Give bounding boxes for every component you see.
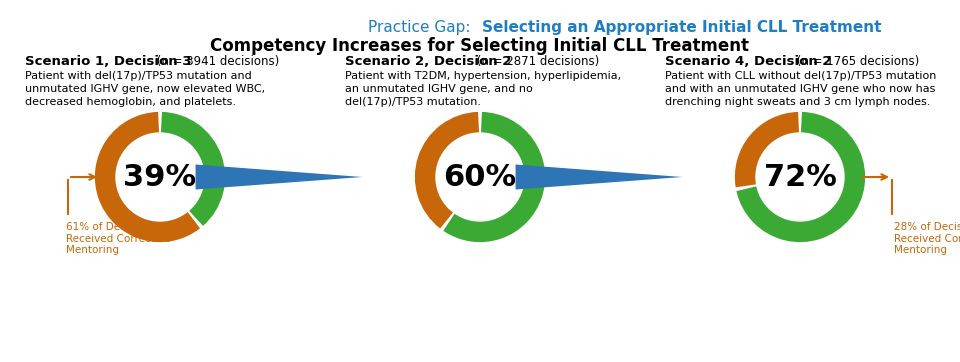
Text: Competency Increases for Selecting Initial CLL Treatment: Competency Increases for Selecting Initi… [210, 37, 750, 55]
Circle shape [116, 133, 204, 221]
Text: 72%: 72% [763, 163, 836, 191]
Text: Patient with T2DM, hypertension, hyperlipidemia,
an unmutated IGHV gene, and no
: Patient with T2DM, hypertension, hyperli… [345, 71, 621, 108]
Text: 39%: 39% [124, 163, 197, 191]
Text: Selecting an Appropriate Initial CLL Treatment: Selecting an Appropriate Initial CLL Tre… [482, 20, 881, 35]
Text: (n = 3941 decisions): (n = 3941 decisions) [153, 55, 278, 68]
Text: 61% of Decisions
Received Corrective
Mentoring: 61% of Decisions Received Corrective Men… [66, 222, 170, 255]
Text: (n = 2871 decisions): (n = 2871 decisions) [472, 55, 599, 68]
Text: 60%: 60% [444, 163, 516, 191]
Text: Scenario 1, Decision 3: Scenario 1, Decision 3 [25, 55, 191, 68]
Text: Practice Gap:: Practice Gap: [368, 20, 480, 35]
Circle shape [756, 133, 844, 221]
Text: Scenario 2, Decision 2: Scenario 2, Decision 2 [345, 55, 512, 68]
Text: Patient with del(17p)/TP53 mutation and
unmutated IGHV gene, now elevated WBC,
d: Patient with del(17p)/TP53 mutation and … [25, 71, 265, 108]
Circle shape [436, 133, 524, 221]
Text: Patient with CLL without del(17p)/TP53 mutation
and with an unmutated IGHV gene : Patient with CLL without del(17p)/TP53 m… [665, 71, 936, 108]
Text: Scenario 4, Decision 2: Scenario 4, Decision 2 [665, 55, 831, 68]
Text: 28% of Decisions
Received Corrective
Mentoring: 28% of Decisions Received Corrective Men… [894, 222, 960, 255]
Text: (n = 1765 decisions): (n = 1765 decisions) [793, 55, 919, 68]
